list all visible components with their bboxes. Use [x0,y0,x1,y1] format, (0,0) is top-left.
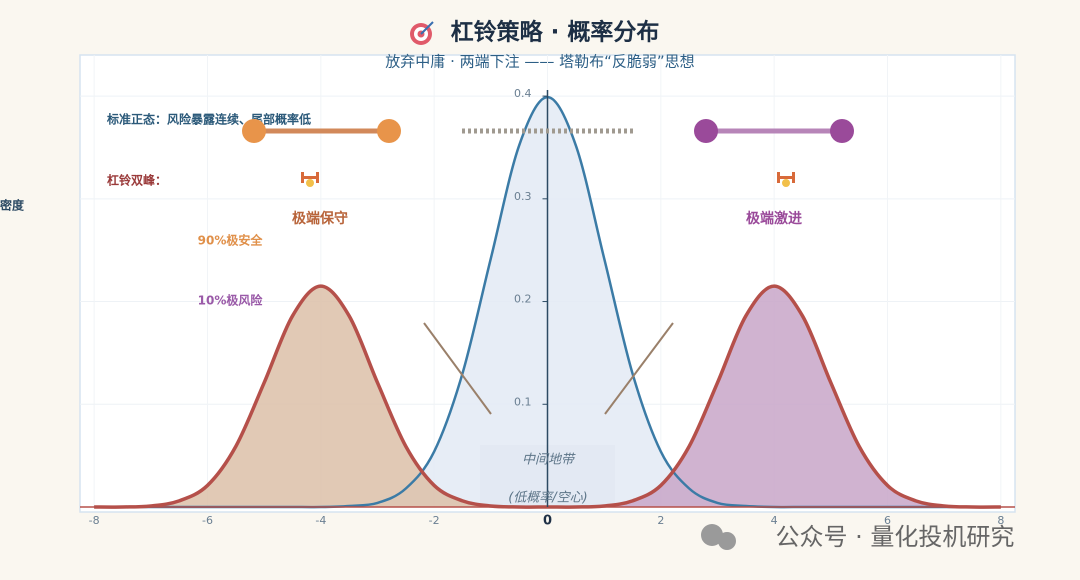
barbell-right-area [575,286,1001,508]
x-tick-label: 8 [997,514,1004,527]
y-tick-label: 0.1 [514,395,532,408]
plot-layer: -8 -6 -4 -2 0 2 4 6 8 0.1 0.2 0.3 0.4 标准正态：风险暴露连续、尾部概… [80,55,1015,529]
annotation: 中间地带 [522,453,576,468]
y-tick-label: 0.4 [514,87,532,100]
decorations [242,119,854,550]
annotation: 极端保守 [292,210,348,227]
barbell-left-area [94,286,520,508]
x-tick-label: -8 [89,514,100,527]
y-axis-label: 概率密度 [0,198,25,213]
legend-label: 杠铃双峰： [107,173,167,188]
annotation: 公众号 · 量化投机研究 [776,523,1015,551]
annotation: (低概率/空心) [508,490,588,506]
annotation: 10%极风险 [198,293,264,308]
y-tick-label: 0.3 [514,190,532,203]
x-tick-label: 0 [543,514,552,529]
title-icon [410,21,434,45]
x-tick-label: 4 [771,514,778,527]
x-tick-label: -2 [429,514,440,527]
x-tick-label: -4 [315,514,326,527]
chart-title: 杠铃策略 · 概率分布 [451,19,660,46]
x-tick-label: 2 [657,514,664,527]
legend-label: 标准正态：风险暴露连续、尾部概率低 [106,112,311,127]
x-tick-label: 6 [884,514,891,527]
annotation: 极端激进 [746,210,802,227]
chart-subtitle: 放弃中庸 · 两端下注 —— 塔勒布“反脆弱”思想 [385,53,694,71]
x-tick-label: -6 [202,514,213,527]
annotation: 90%极安全 [198,233,264,248]
y-tick-label: 0.2 [514,293,532,306]
